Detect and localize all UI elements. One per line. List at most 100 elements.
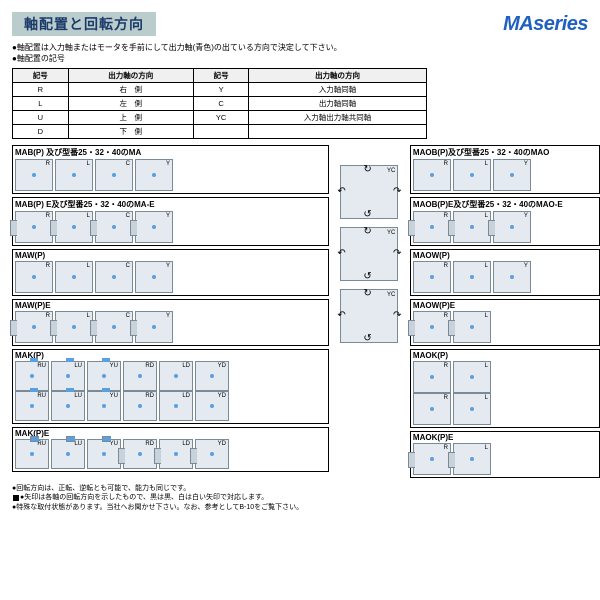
- gearbox-diagram: Y: [135, 261, 173, 293]
- footnotes: ●回転方向は、正転、逆転とも可能で、能力も同じです。 ●矢印は各軸の回転方向を示…: [12, 484, 588, 511]
- diagram-tag: R: [46, 313, 50, 319]
- code-cell: 右 側: [68, 83, 193, 97]
- gearbox-diagram: YU: [87, 391, 121, 421]
- gearbox-diagram: R: [15, 261, 53, 293]
- gearbox-diagram: R: [15, 211, 53, 243]
- code-cell: C: [193, 97, 249, 111]
- diagram-tag: R: [444, 363, 448, 369]
- gearbox-diagram: Y: [135, 159, 173, 191]
- gearbox-diagram: YD: [195, 439, 229, 469]
- gearbox-diagram: LD: [159, 391, 193, 421]
- gearbox-diagram: L: [453, 443, 491, 475]
- diagram-tag: YU: [110, 393, 118, 399]
- diagram-tag: YD: [218, 363, 226, 369]
- group-title: MAW(P): [15, 251, 326, 260]
- diagram-tag: R: [46, 213, 50, 219]
- diagram-tag: L: [87, 213, 90, 219]
- diagram-tag: L: [485, 445, 488, 451]
- intro-line-1: ●軸配置は入力軸またはモータを手前にして出力軸(青色)の出ている方向で決定して下…: [12, 42, 588, 53]
- diagram-tag: Y: [166, 263, 170, 269]
- diagram-tag: RD: [145, 441, 154, 447]
- diagram-tag: R: [444, 395, 448, 401]
- diagram-group: MAOW(P) R L Y: [410, 249, 600, 296]
- diagram-group: MAOK(P)ERL: [410, 431, 600, 478]
- arrow-icon: ↷: [393, 186, 401, 197]
- gearbox-diagram: R: [15, 311, 53, 343]
- arrow-icon: ↷: [393, 248, 401, 259]
- gearbox-diagram: Y: [493, 159, 531, 191]
- gearbox-diagram: RU: [15, 361, 49, 391]
- diagram-tag: Y: [524, 263, 528, 269]
- diagram-tag: L: [485, 313, 488, 319]
- gearbox-diagram: L: [453, 311, 491, 343]
- arrow-icon: ↶: [337, 310, 345, 321]
- group-title: MAOK(P)E: [413, 433, 597, 442]
- center-rotation-diagram: YC↻↺↶↷: [340, 289, 398, 343]
- diagram-tag: LD: [182, 393, 190, 399]
- diagram-tag: YU: [110, 363, 118, 369]
- group-title: MAB(P) E及び型番25・32・40のMA-E: [15, 199, 326, 210]
- center-rotation-diagram: YC↻↺↶↷: [340, 227, 398, 281]
- code-cell: 下 側: [68, 125, 193, 139]
- group-title: MAK(P): [15, 351, 326, 360]
- code-cell: U: [13, 111, 69, 125]
- group-title: MAOW(P): [413, 251, 597, 260]
- code-cell: L: [13, 97, 69, 111]
- footnote-3: ●特殊な取付状態があります。当社へお聞かせ下さい。なお、参考としてB-10をご覧…: [12, 503, 588, 512]
- code-cell: 上 側: [68, 111, 193, 125]
- diagram-group: MAOW(P)ERL: [410, 299, 600, 346]
- code-cell: R: [13, 83, 69, 97]
- code-cell: D: [13, 125, 69, 139]
- diagram-tag: R: [46, 161, 50, 167]
- code-cell: Y: [193, 83, 249, 97]
- arrow-icon: ↶: [337, 248, 345, 259]
- center-label: YC: [387, 292, 395, 298]
- gearbox-diagram: R: [413, 393, 451, 425]
- gearbox-diagram: RU: [15, 391, 49, 421]
- gearbox-diagram: Y: [135, 311, 173, 343]
- diagram-tag: Y: [166, 213, 170, 219]
- gearbox-diagram: LD: [159, 439, 193, 469]
- gearbox-diagram: L: [453, 393, 491, 425]
- gearbox-diagram: L: [453, 159, 491, 191]
- code-cell: YC: [193, 111, 249, 125]
- gearbox-diagram: YD: [195, 391, 229, 421]
- gearbox-diagram: RD: [123, 361, 157, 391]
- gearbox-diagram: L: [55, 311, 93, 343]
- diagram-tag: L: [485, 263, 488, 269]
- diagram-tag: C: [126, 263, 130, 269]
- gearbox-diagram: C: [95, 159, 133, 191]
- gearbox-diagram: L: [453, 361, 491, 393]
- group-title: MAOB(P)及び型番25・32・40のMAO: [413, 147, 597, 158]
- arrow-icon: ↺: [363, 333, 371, 344]
- diagram-tag: Y: [524, 213, 528, 219]
- code-cell: [193, 125, 249, 139]
- center-rotation-diagram: YC↻↺↶↷: [340, 165, 398, 219]
- gearbox-diagram: LU: [51, 391, 85, 421]
- diagram-tag: RD: [145, 393, 154, 399]
- gearbox-diagram: RD: [123, 439, 157, 469]
- gearbox-diagram: Y: [135, 211, 173, 243]
- diagram-tag: YD: [218, 441, 226, 447]
- gearbox-diagram: RD: [123, 391, 157, 421]
- group-title: MAK(P)E: [15, 429, 326, 438]
- diagram-tag: R: [444, 263, 448, 269]
- diagram-tag: LD: [182, 441, 190, 447]
- diagram-tag: L: [87, 161, 90, 167]
- gearbox-diagram: Y: [493, 261, 531, 293]
- diagram-tag: RD: [145, 363, 154, 369]
- gearbox-diagram: R: [413, 361, 451, 393]
- diagram-tag: C: [126, 313, 130, 319]
- arrow-icon: ↺: [363, 271, 371, 282]
- arrow-icon: ↻: [363, 226, 371, 237]
- diagram-tag: L: [87, 263, 90, 269]
- gearbox-diagram: L: [55, 211, 93, 243]
- diagram-tag: R: [444, 213, 448, 219]
- diagram-tag: RU: [37, 441, 46, 447]
- gearbox-diagram: R: [413, 159, 451, 191]
- group-title: MAOB(P)E及び型番25・32・40のMAO-E: [413, 199, 597, 210]
- diagram-tag: RU: [37, 393, 46, 399]
- diagram-tag: RU: [37, 363, 46, 369]
- diagram-tag: LU: [74, 363, 82, 369]
- diagram-group: MAOK(P)RLRL: [410, 349, 600, 428]
